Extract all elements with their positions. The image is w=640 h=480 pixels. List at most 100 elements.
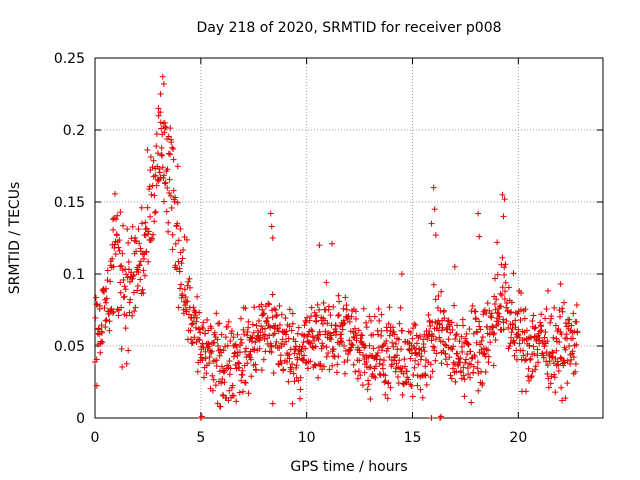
data-point (139, 220, 146, 227)
data-point (145, 228, 152, 235)
data-point (479, 380, 486, 387)
data-point (311, 361, 318, 368)
data-point (537, 328, 544, 335)
data-point (349, 342, 356, 349)
data-point (130, 289, 137, 296)
data-point (449, 365, 456, 372)
data-point (202, 348, 209, 355)
data-point (465, 341, 472, 348)
data-point (307, 340, 314, 347)
data-point (411, 320, 418, 327)
data-point (356, 357, 363, 364)
data-point (227, 365, 234, 372)
data-point (316, 306, 323, 313)
data-point (423, 381, 430, 388)
data-point (243, 345, 250, 352)
data-point (200, 374, 207, 381)
data-point (454, 350, 461, 357)
data-point (213, 363, 220, 370)
data-point (151, 218, 158, 225)
data-point (167, 125, 174, 132)
data-point (271, 330, 278, 337)
data-point (570, 310, 577, 317)
data-point (460, 322, 467, 329)
data-point (372, 363, 379, 370)
data-point (555, 367, 562, 374)
data-point (355, 344, 362, 351)
data-point (375, 306, 382, 313)
data-point (274, 325, 281, 332)
data-point (466, 326, 473, 333)
data-point (502, 288, 509, 295)
data-point (214, 336, 221, 343)
data-point (157, 109, 164, 116)
data-point (106, 311, 113, 318)
data-point (386, 304, 393, 311)
data-point (117, 209, 124, 216)
data-point (335, 353, 342, 360)
data-point (232, 341, 239, 348)
data-point (250, 329, 257, 336)
data-point (355, 327, 362, 334)
data-point (185, 278, 192, 285)
data-point (366, 313, 373, 320)
data-point (569, 348, 576, 355)
data-point (257, 329, 264, 336)
data-point (485, 353, 492, 360)
data-point (338, 331, 345, 338)
data-point (547, 380, 554, 387)
data-point (409, 335, 416, 342)
data-point (537, 319, 544, 326)
data-point (177, 285, 184, 292)
data-point (329, 362, 336, 369)
data-point (294, 356, 301, 363)
data-point (458, 343, 465, 350)
data-point (134, 282, 141, 289)
data-point (461, 376, 468, 383)
data-point (452, 332, 459, 339)
data-point (305, 331, 312, 338)
data-point (459, 348, 466, 355)
data-point (376, 360, 383, 367)
data-point (491, 301, 498, 308)
data-point (478, 337, 485, 344)
data-point (226, 387, 233, 394)
data-point (487, 339, 494, 346)
data-point (126, 299, 133, 306)
data-point (114, 212, 121, 219)
data-point (561, 299, 568, 306)
data-point (113, 232, 120, 239)
data-point (551, 374, 558, 381)
data-point (341, 320, 348, 327)
y-tick-label: 0.2 (63, 123, 85, 139)
data-point (453, 368, 460, 375)
data-point (548, 313, 555, 320)
data-point (315, 336, 322, 343)
data-point (103, 285, 110, 292)
data-point (167, 151, 174, 158)
data-point (106, 327, 113, 334)
data-point (528, 334, 535, 341)
data-point (140, 267, 147, 274)
data-point (245, 324, 252, 331)
data-point (472, 315, 479, 322)
data-point (155, 105, 162, 112)
data-point (566, 343, 573, 350)
data-point (248, 373, 255, 380)
data-point (158, 151, 165, 158)
data-point (161, 129, 168, 136)
data-point (449, 346, 456, 353)
data-point (137, 258, 144, 265)
data-point (242, 379, 249, 386)
data-point (276, 302, 283, 309)
data-point (444, 326, 451, 333)
data-point (490, 324, 497, 331)
data-point (573, 318, 580, 325)
data-point (568, 356, 575, 363)
data-point (547, 319, 554, 326)
data-point (286, 306, 293, 313)
data-point (134, 266, 141, 273)
data-point (185, 311, 192, 318)
data-point (548, 354, 555, 361)
data-point (501, 295, 508, 302)
